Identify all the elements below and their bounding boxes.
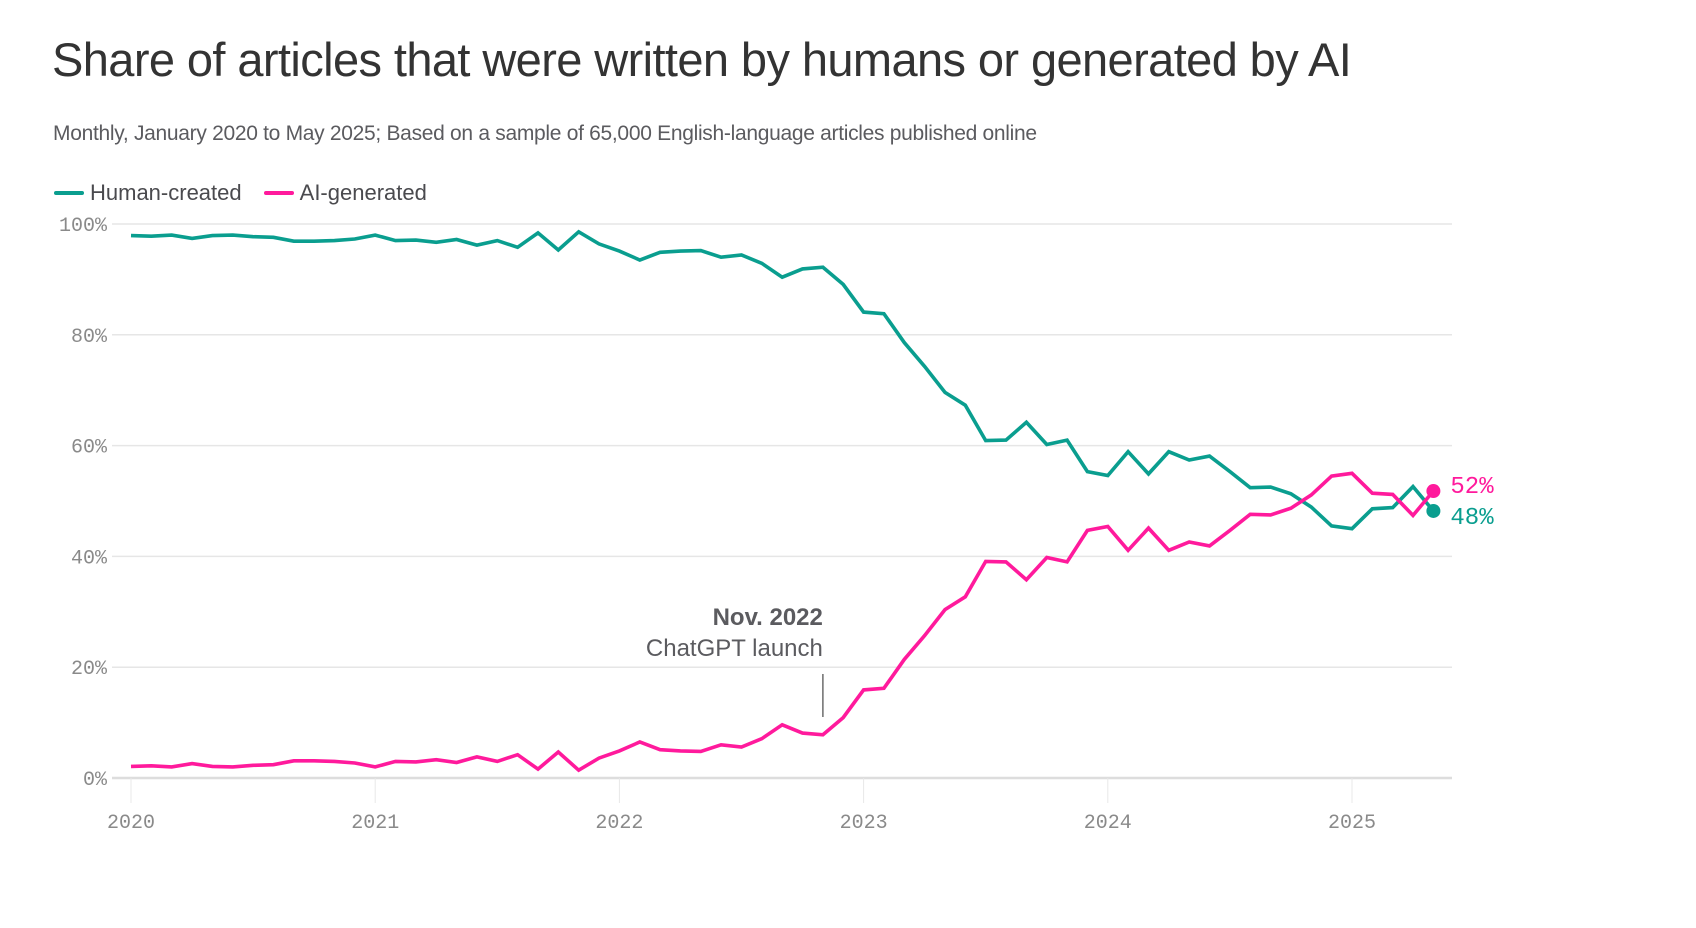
legend-item-ai: AI-generated xyxy=(263,180,427,206)
x-tick-label: 2024 xyxy=(1084,812,1132,835)
y-tick-label: 0% xyxy=(83,769,108,792)
series-line-ai-generated xyxy=(130,471,1435,773)
annotation: Nov. 2022 ChatGPT launch xyxy=(646,604,824,717)
y-tick-label: 20% xyxy=(71,658,108,681)
x-tick-label: 2025 xyxy=(1328,812,1376,835)
legend-item-human: Human-created xyxy=(54,180,242,206)
end-label-ai-generated: 52% xyxy=(1450,474,1494,501)
series-lines xyxy=(130,229,1435,773)
x-axis-ticks: 2020 2021 2022 2023 2024 2025 xyxy=(107,778,1376,835)
y-tick-label: 100% xyxy=(59,215,108,238)
legend-label-ai: AI-generated xyxy=(299,180,427,205)
x-tick-label: 2021 xyxy=(351,812,399,835)
end-labels: 48%52% xyxy=(1426,474,1494,532)
legend-swatch-human xyxy=(54,191,84,195)
legend-label-human: Human-created xyxy=(90,180,242,205)
chart-subtitle: Monthly, January 2020 to May 2025; Based… xyxy=(53,122,1037,145)
chart-title: Share of articles that were written by h… xyxy=(52,33,1352,86)
y-tick-label: 80% xyxy=(71,326,108,349)
annotation-text: ChatGPT launch xyxy=(646,635,823,662)
series-line-human-created xyxy=(130,229,1435,531)
end-point-human-created xyxy=(1426,503,1441,518)
x-tick-label: 2022 xyxy=(595,812,643,835)
y-tick-label: 40% xyxy=(71,547,108,570)
y-tick-label: 60% xyxy=(71,437,108,460)
x-tick-label: 2023 xyxy=(840,812,888,835)
end-label-human-created: 48% xyxy=(1450,505,1494,532)
legend: Human-created AI-generated xyxy=(54,180,449,206)
gridlines xyxy=(112,223,1452,780)
x-tick-label: 2020 xyxy=(107,812,155,835)
annotation-title: Nov. 2022 xyxy=(713,604,823,631)
legend-swatch-ai xyxy=(263,191,294,195)
end-point-ai-generated xyxy=(1426,484,1441,499)
y-axis-ticks: 0% 20% 40% 60% 80% 100% xyxy=(59,215,108,792)
